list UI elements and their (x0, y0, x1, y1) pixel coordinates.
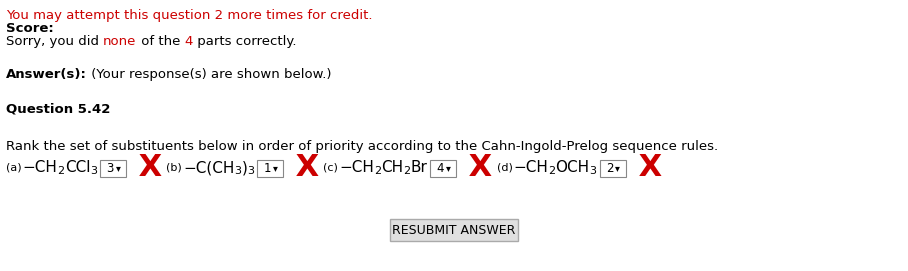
Text: none: none (104, 35, 136, 48)
Text: X: X (285, 153, 320, 182)
Text: X: X (627, 153, 662, 182)
Text: You may attempt this question 2 more times for credit.: You may attempt this question 2 more tim… (6, 9, 372, 22)
Text: Answer(s):: Answer(s): (6, 68, 87, 81)
Text: ▾: ▾ (115, 163, 121, 173)
Text: −CH: −CH (340, 160, 374, 176)
Text: OCH: OCH (556, 160, 589, 176)
Text: (b): (b) (166, 163, 182, 173)
Text: −CH: −CH (23, 160, 57, 176)
Text: 2: 2 (403, 166, 410, 176)
Text: 4: 4 (437, 162, 444, 175)
Text: −CH: −CH (513, 160, 548, 176)
Text: ▾: ▾ (615, 163, 620, 173)
FancyBboxPatch shape (257, 160, 283, 176)
FancyBboxPatch shape (390, 219, 518, 241)
FancyBboxPatch shape (100, 160, 126, 176)
Text: 3: 3 (90, 166, 97, 176)
Text: parts correctly.: parts correctly. (192, 35, 296, 48)
Text: 2: 2 (548, 166, 556, 176)
Text: X: X (128, 153, 163, 182)
Text: (d): (d) (497, 163, 512, 173)
Text: 2: 2 (374, 166, 381, 176)
Text: ▾: ▾ (272, 163, 278, 173)
Text: (Your response(s) are shown below.): (Your response(s) are shown below.) (87, 68, 331, 81)
FancyBboxPatch shape (430, 160, 457, 176)
Text: CH: CH (381, 160, 403, 176)
Text: 4: 4 (184, 35, 192, 48)
Text: Score:: Score: (6, 22, 54, 35)
Text: (a): (a) (6, 163, 22, 173)
Text: 3: 3 (234, 166, 242, 176)
Text: 2: 2 (57, 166, 64, 176)
Text: 3: 3 (247, 166, 254, 176)
Text: −C(CH: −C(CH (183, 160, 234, 176)
Text: ▾: ▾ (446, 163, 450, 173)
Text: 3: 3 (106, 162, 114, 175)
Text: X: X (459, 153, 492, 182)
Text: Rank the set of substituents below in order of priority according to the Cahn-In: Rank the set of substituents below in or… (6, 140, 718, 153)
Text: (c): (c) (323, 163, 339, 173)
Text: 3: 3 (589, 166, 597, 176)
Text: Br: Br (410, 160, 428, 176)
Text: RESUBMIT ANSWER: RESUBMIT ANSWER (392, 224, 516, 237)
Text: CCl: CCl (64, 160, 90, 176)
Text: Question 5.42: Question 5.42 (6, 103, 111, 116)
Text: 2: 2 (606, 162, 613, 175)
Text: Sorry, you did: Sorry, you did (6, 35, 104, 48)
Text: ): ) (242, 160, 247, 176)
Text: 1: 1 (263, 162, 271, 175)
Text: of the: of the (136, 35, 184, 48)
FancyBboxPatch shape (599, 160, 626, 176)
